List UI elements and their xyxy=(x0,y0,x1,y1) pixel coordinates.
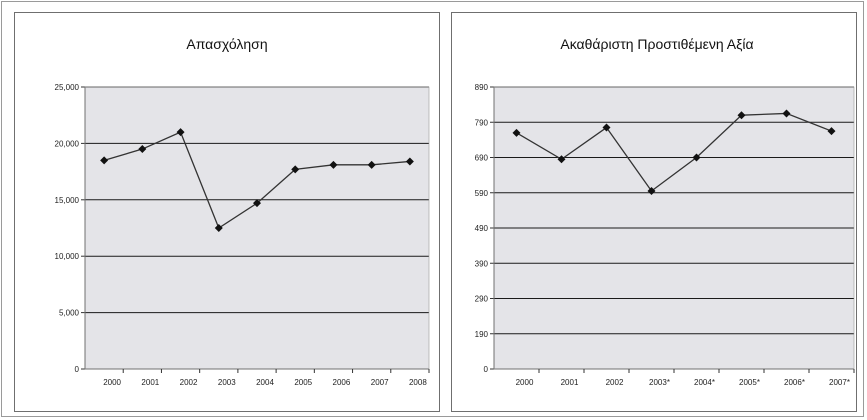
plot-border xyxy=(84,86,430,370)
y-tick-label: 790 xyxy=(475,118,489,127)
y-tick-label: 190 xyxy=(475,330,489,339)
plot-area xyxy=(85,87,429,369)
data-point-marker xyxy=(329,160,338,169)
x-tick-label: 2003 xyxy=(218,378,236,387)
x-tick-label: 2000 xyxy=(516,378,534,387)
x-tick-label: 2004 xyxy=(256,378,274,387)
data-point-marker xyxy=(827,127,836,136)
data-point-marker xyxy=(602,123,611,132)
x-tick-label: 2005* xyxy=(739,378,760,387)
data-point-marker xyxy=(405,157,414,166)
data-point-marker xyxy=(692,153,701,162)
y-tick-label: 15,000 xyxy=(55,196,80,205)
x-tick-label: 2006* xyxy=(784,378,805,387)
gva-chart-panel: Ακαθάριστη Προστιθέμενη Αξία 0 190 290 390 4… xyxy=(451,12,857,412)
x-tick-label: 2008 xyxy=(409,378,427,387)
chart-title: Απασχόληση xyxy=(186,36,267,52)
y-tick-label: 490 xyxy=(475,224,489,233)
data-point-marker xyxy=(512,128,521,137)
data-point-marker xyxy=(557,155,566,164)
x-tick-label: 2004* xyxy=(694,378,715,387)
x-tick-label: 2003* xyxy=(649,378,670,387)
x-tick-label: 2007 xyxy=(371,378,389,387)
y-tick-label: 390 xyxy=(475,259,489,268)
data-point-marker xyxy=(138,145,147,154)
y-tick-label: 290 xyxy=(475,295,489,304)
data-point-marker xyxy=(647,186,656,195)
y-tick-label: 25,000 xyxy=(55,83,80,92)
gva-chart: Ακαθάριστη Προστιθέμενη Αξία 0 190 290 390 4… xyxy=(475,36,855,387)
y-tick-label: 590 xyxy=(475,189,489,198)
x-tick-label: 2007* xyxy=(829,378,850,387)
data-point-marker xyxy=(782,109,791,118)
y-tick-label: 10,000 xyxy=(55,252,80,261)
y-tick-label: 5,000 xyxy=(59,309,80,318)
data-point-marker xyxy=(737,111,746,120)
x-tick-label: 2001 xyxy=(561,378,579,387)
x-tick-label: 2005 xyxy=(294,378,312,387)
chart-title: Ακαθάριστη Προστιθέμενη Αξία xyxy=(560,36,753,52)
y-tick-label: 0 xyxy=(484,365,489,374)
y-tick-label: 890 xyxy=(475,83,489,92)
employment-chart-panel: Απασχόληση 0 5,000 10,000 15,000 20,000 25,00… xyxy=(14,12,440,412)
y-tick-label: 0 xyxy=(75,365,80,374)
data-point-marker xyxy=(176,128,185,137)
x-tick-label: 2000 xyxy=(103,378,121,387)
data-point-marker xyxy=(253,199,261,208)
x-tick-label: 2002 xyxy=(180,378,198,387)
data-point-marker xyxy=(100,156,109,165)
data-point-marker xyxy=(291,165,300,174)
employment-chart: Απασχόληση 0 5,000 10,000 15,000 20,000 25,00… xyxy=(55,36,430,387)
x-tick-label: 2002 xyxy=(606,378,624,387)
data-point-marker xyxy=(367,160,376,169)
x-tick-label: 2006 xyxy=(333,378,351,387)
y-tick-label: 20,000 xyxy=(55,139,80,148)
series-line xyxy=(516,112,832,192)
x-tick-label: 2001 xyxy=(141,378,159,387)
data-point-marker xyxy=(214,224,223,232)
y-tick-label: 690 xyxy=(475,154,489,163)
